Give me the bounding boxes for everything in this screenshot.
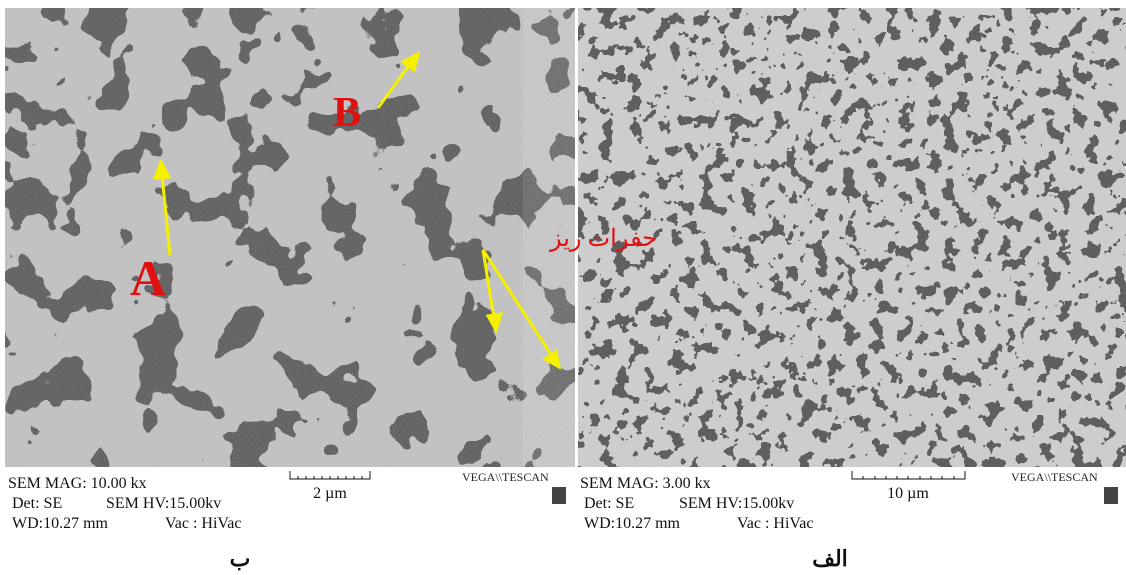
brand: VEGA\\TESCAN [462, 470, 549, 484]
info: Det: SE [12, 495, 62, 512]
info: WD:10.27 mm [584, 515, 681, 532]
logo [1104, 487, 1118, 504]
scale-label: 2 µm [313, 485, 347, 502]
caption: ب [230, 546, 251, 571]
footer: SEM MAG: 3.00 kx Det: SE SEM HV:15.00kv … [580, 470, 1118, 571]
info: WD:10.27 mm [12, 515, 109, 532]
footer: SEM MAG: 10.00 kx Det: SE SEM HV:15.00kv… [8, 470, 566, 571]
info: SEM MAG: 3.00 kx [580, 475, 711, 492]
figure: A B حفرات ریز SEM MAG: 10.00 kx Det: SE … [0, 0, 1126, 575]
annotation: حفرات ریز [549, 226, 657, 252]
micrograph-grain [578, 8, 1126, 467]
scale-label: 10 µm [887, 485, 929, 502]
annotation: A [130, 250, 166, 306]
logo [552, 487, 566, 504]
annotation: B [333, 90, 361, 136]
page: A B حفرات ریز SEM MAG: 10.00 kx Det: SE … [0, 0, 1126, 575]
info: SEM MAG: 10.00 kx [8, 475, 147, 492]
info: SEM HV:15.00kv [106, 495, 221, 512]
info: Det: SE [584, 495, 634, 512]
info: Vac : HiVac [165, 515, 241, 532]
scale-bar [852, 471, 965, 479]
brand: VEGA\\TESCAN [1011, 470, 1098, 484]
caption: الف [812, 546, 848, 571]
info: SEM HV:15.00kv [679, 495, 794, 512]
scale-bar [290, 471, 370, 479]
info: Vac : HiVac [737, 515, 813, 532]
micrograph-grain [5, 8, 575, 467]
